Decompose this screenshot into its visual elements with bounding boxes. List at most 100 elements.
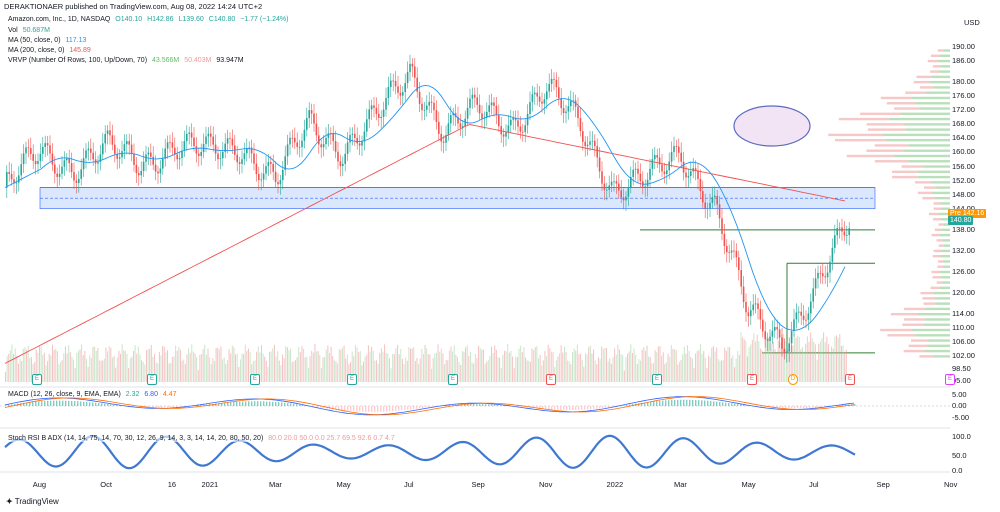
volume-bar xyxy=(646,345,648,382)
earnings-event-icon[interactable]: E xyxy=(845,374,855,385)
ma50-legend[interactable]: MA (50, close, 0) 117.13 xyxy=(8,37,89,44)
vol-label: Vol xyxy=(8,27,18,34)
earnings-event-icon[interactable]: E xyxy=(546,374,556,385)
earnings-event-icon[interactable]: E xyxy=(652,374,662,385)
vrvp-up-bar xyxy=(908,144,950,147)
vrvp-down-bar xyxy=(838,117,889,121)
candle-body xyxy=(764,331,766,340)
volume-bar xyxy=(839,334,841,382)
volume-legend[interactable]: Vol 50.687M xyxy=(8,27,53,34)
volume-bar xyxy=(567,360,569,382)
volume-bar xyxy=(688,351,690,382)
macd-hist-bar xyxy=(779,406,781,409)
earnings-event-icon[interactable]: E xyxy=(32,374,42,385)
macd-hist-bar xyxy=(26,402,28,406)
macd-hist-bar xyxy=(542,406,544,409)
volume-bar xyxy=(452,351,454,382)
volume-bar xyxy=(701,353,703,382)
vrvp-down-bar xyxy=(866,123,905,126)
vrvp-legend[interactable]: VRVP (Number Of Rows, 100, Up/Down, 70) … xyxy=(8,57,247,64)
candle-body xyxy=(68,158,70,164)
macd-hist-bar xyxy=(605,406,607,408)
candle-body xyxy=(154,164,157,172)
volume-bar xyxy=(541,365,543,382)
volume-bar xyxy=(422,354,424,382)
volume-bar xyxy=(596,364,598,382)
candle-body xyxy=(349,134,351,143)
candle-body xyxy=(399,92,402,96)
candle-body xyxy=(128,141,130,145)
volume-bar xyxy=(444,364,446,382)
candle-body xyxy=(697,170,699,180)
earnings-event-icon[interactable]: E xyxy=(347,374,357,385)
candle-body xyxy=(327,133,330,138)
volume-bar xyxy=(832,348,834,382)
candle-body xyxy=(236,154,238,163)
candle-body xyxy=(90,148,92,153)
price-tick-label: 152.00 xyxy=(952,175,975,185)
volume-bar xyxy=(64,346,66,382)
earnings-event-icon[interactable]: E xyxy=(250,374,260,385)
macd-hist-bar xyxy=(323,406,325,409)
volume-bar xyxy=(631,352,633,382)
volume-bar xyxy=(633,348,635,382)
volume-bar xyxy=(831,346,833,382)
volume-bar xyxy=(235,354,237,382)
candle-body xyxy=(310,110,313,114)
candle-body xyxy=(500,126,502,135)
macd-hist-bar xyxy=(701,400,703,406)
candle-body xyxy=(159,168,162,174)
volume-bar xyxy=(811,338,813,382)
volume-bar xyxy=(593,349,595,382)
vrvp-down-bar xyxy=(904,318,925,321)
candle-body xyxy=(250,147,253,154)
candle-body xyxy=(726,246,728,253)
macd-hist-bar xyxy=(80,401,82,406)
candle-body xyxy=(774,327,776,331)
volume-bar xyxy=(309,356,311,382)
earnings-event-icon[interactable]: E xyxy=(945,374,955,385)
candle-body xyxy=(829,261,831,273)
volume-bar xyxy=(439,351,441,382)
volume-bar xyxy=(202,349,204,382)
stoch-legend[interactable]: Stoch RSI B ADX (14, 14, 75, 14, 70, 30,… xyxy=(8,435,398,442)
earnings-event-icon[interactable]: E xyxy=(747,374,757,385)
volume-bar xyxy=(727,346,729,382)
earnings-event-icon[interactable]: D xyxy=(788,374,798,385)
macd-hist-bar xyxy=(137,406,139,407)
volume-bar xyxy=(222,359,224,382)
earnings-event-icon[interactable]: E xyxy=(448,374,458,385)
volume-bar xyxy=(759,348,761,382)
volume-bar xyxy=(503,350,505,382)
macd-hist-bar xyxy=(365,406,367,412)
volume-bar xyxy=(523,347,525,382)
volume-bar xyxy=(450,346,452,382)
volume-bar xyxy=(183,359,185,382)
volume-bar xyxy=(108,346,110,382)
volume-bar xyxy=(364,356,366,382)
macd-label: MACD (12, 26, close, 9, EMA, EMA) xyxy=(8,391,121,398)
volume-bar xyxy=(405,357,407,382)
volume-bar xyxy=(363,361,365,382)
volume-bar xyxy=(141,360,143,382)
candle-body xyxy=(711,197,714,203)
candle-body xyxy=(188,132,190,134)
vrvp-up-bar xyxy=(935,302,950,305)
vrvp-up-bar xyxy=(886,138,950,142)
ma200-legend[interactable]: MA (200, close, 0) 145.89 xyxy=(8,47,94,54)
candle-body xyxy=(15,182,18,184)
candle-body xyxy=(666,170,668,175)
macd-hist-bar xyxy=(719,401,721,406)
macd-legend[interactable]: MACD (12, 26, close, 9, EMA, EMA) 2.32 6… xyxy=(8,391,180,398)
macd-hist-bar xyxy=(764,406,766,408)
macd-hist-bar xyxy=(593,406,595,409)
candle-body xyxy=(546,91,548,100)
volume-bar xyxy=(431,368,433,382)
volume-bar xyxy=(771,343,773,382)
candle-body xyxy=(802,315,805,320)
tradingview-logo[interactable]: ✦ TradingView xyxy=(6,497,59,506)
earnings-event-icon[interactable]: E xyxy=(147,374,157,385)
candle-body xyxy=(332,134,334,142)
volume-bar xyxy=(179,349,181,382)
